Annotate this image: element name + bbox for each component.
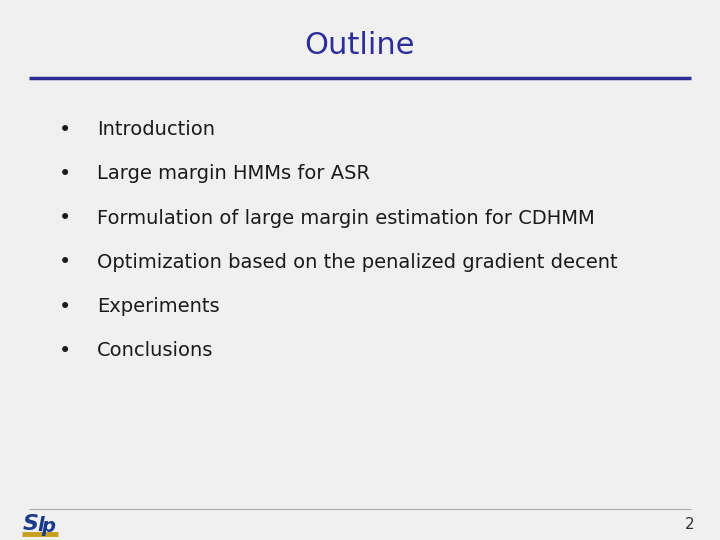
- Text: •: •: [58, 252, 71, 273]
- Text: l: l: [37, 516, 44, 535]
- Text: Experiments: Experiments: [97, 297, 220, 316]
- Text: •: •: [58, 208, 71, 228]
- Text: Optimization based on the penalized gradient decent: Optimization based on the penalized grad…: [97, 253, 618, 272]
- Text: Introduction: Introduction: [97, 120, 215, 139]
- Text: Outline: Outline: [305, 31, 415, 60]
- Text: 2: 2: [685, 517, 695, 532]
- Text: Formulation of large margin estimation for CDHMM: Formulation of large margin estimation f…: [97, 208, 595, 228]
- Text: Large margin HMMs for ASR: Large margin HMMs for ASR: [97, 164, 370, 184]
- Text: •: •: [58, 341, 71, 361]
- Text: Conclusions: Conclusions: [97, 341, 214, 361]
- Text: •: •: [58, 296, 71, 317]
- Text: S: S: [22, 514, 38, 534]
- Text: •: •: [58, 164, 71, 184]
- Text: •: •: [58, 119, 71, 140]
- Text: p: p: [41, 517, 55, 536]
